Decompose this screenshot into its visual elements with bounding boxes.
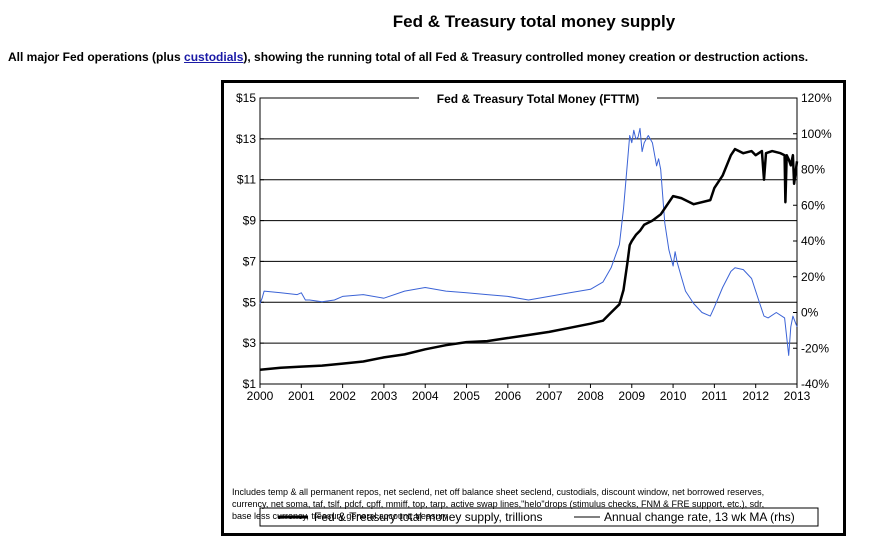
left-tick-label: $7 bbox=[243, 254, 257, 268]
custodials-link[interactable]: custodials bbox=[184, 50, 244, 64]
left-tick-label: $5 bbox=[243, 295, 257, 309]
chart-grid bbox=[260, 138, 797, 344]
chart-frame: $15 $13 $11 $9 $7 $5 $3 $1 120% 100% 80% 60% 40% 20%… bbox=[221, 80, 846, 536]
right-axis-ticks: 120% 100% 80% 60% 40% 20% 0% -20% -40% bbox=[793, 91, 832, 391]
x-tick-label: 2000 bbox=[247, 389, 274, 403]
x-tick-label: 2001 bbox=[288, 389, 315, 403]
plot-area-border bbox=[259, 97, 798, 385]
left-tick-label: $11 bbox=[237, 173, 256, 187]
right-tick-label: 100% bbox=[801, 127, 832, 141]
page-subtitle: All major Fed operations (plus custodial… bbox=[8, 50, 808, 64]
x-tick-label: 2006 bbox=[494, 389, 521, 403]
subtitle-text-end: ), showing the running total of all Fed … bbox=[243, 50, 809, 64]
x-tick-label: 2002 bbox=[329, 389, 356, 403]
right-tick-label: -20% bbox=[801, 341, 829, 355]
page-title: Fed & Treasury total money supply bbox=[392, 12, 676, 31]
right-tick-label: 60% bbox=[801, 198, 825, 212]
x-tick-label: 2008 bbox=[577, 389, 604, 403]
left-tick-label: $1 bbox=[243, 377, 257, 391]
footnote-line-3: base less currency, treasury general acc… bbox=[232, 511, 448, 521]
legend-label-money-supply: Fed & Treasury total money supply, trill… bbox=[314, 510, 543, 524]
series-change-rate-line bbox=[259, 127, 798, 356]
left-tick-label: $9 bbox=[243, 214, 257, 228]
x-tick-label: 2013 bbox=[784, 389, 811, 403]
right-tick-label: 20% bbox=[801, 270, 825, 284]
x-tick-label: 2007 bbox=[536, 389, 563, 403]
right-tick-label: -40% bbox=[801, 377, 829, 391]
series-money-supply-line bbox=[259, 147, 799, 371]
chart-title: Fed & Treasury Total Money (FTTM) bbox=[437, 92, 639, 106]
x-tick-label: 2011 bbox=[701, 389, 727, 403]
x-tick-label: 2004 bbox=[412, 389, 439, 403]
right-tick-label: 0% bbox=[801, 306, 819, 320]
left-tick-label: $3 bbox=[243, 336, 257, 350]
x-tick-label: 2010 bbox=[660, 389, 687, 403]
chart-svg: $15 $13 $11 $9 $7 $5 $3 $1 120% 100% 80% 60% 40% 20%… bbox=[232, 89, 832, 527]
left-tick-label: $15 bbox=[236, 91, 256, 105]
x-tick-label: 2005 bbox=[453, 389, 480, 403]
x-tick-label: 2012 bbox=[742, 389, 769, 403]
x-tick-label: 2003 bbox=[371, 389, 398, 403]
subtitle-text-start: All major Fed operations (plus bbox=[8, 50, 185, 64]
legend-label-change-rate: Annual change rate, 13 wk MA (rhs) bbox=[604, 510, 795, 524]
series-layer bbox=[259, 127, 799, 371]
x-axis-ticks: 2000 2001 2002 2003 2004 2005 2006 2007 2008 2009… bbox=[247, 384, 811, 403]
footnote-line-1: Includes temp & all permanent repos, net… bbox=[232, 487, 764, 497]
left-tick-label: $13 bbox=[236, 132, 256, 146]
footnote-line-2: currency, net somа, taf, tslf, pdcf, cpf… bbox=[232, 499, 764, 509]
right-tick-label: 40% bbox=[801, 234, 825, 248]
left-axis-ticks: $15 $13 $11 $9 $7 $5 $3 $1 bbox=[236, 91, 264, 391]
x-tick-label: 2009 bbox=[618, 389, 645, 403]
legend-box bbox=[259, 507, 819, 527]
chart-title-bg bbox=[419, 89, 657, 107]
right-tick-label: 120% bbox=[801, 91, 832, 105]
right-tick-label: 80% bbox=[801, 163, 825, 177]
